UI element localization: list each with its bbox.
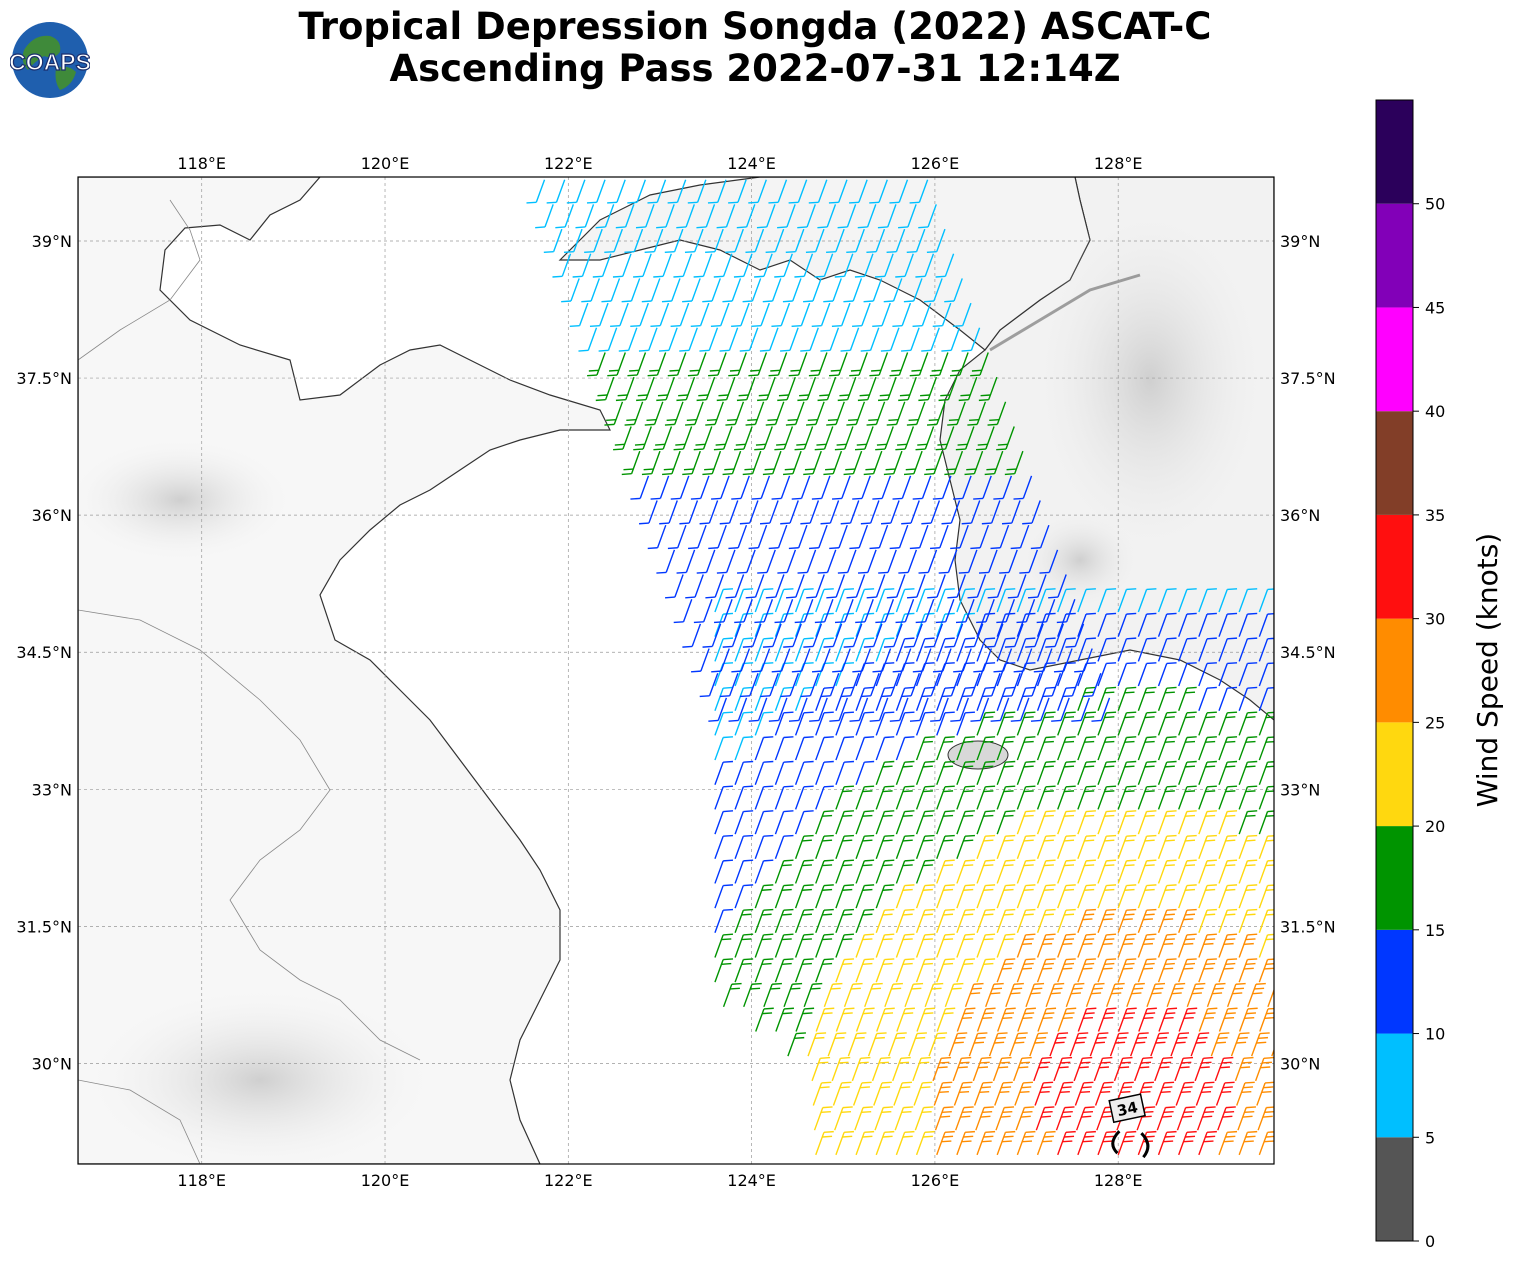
axis-tick-labels: 118°E 118°E 120°E 120°E 122°E 122°E 124°E 124°E… <box>16 154 1335 1190</box>
colorbar: 0 5 10 15 20 25 30 35 40 45 50 Wind Speed (knots) <box>1375 99 1504 1251</box>
colorbar-bin <box>1376 203 1413 308</box>
lat-tick-label-left: 31.5°N <box>16 917 72 936</box>
colorbar-bin <box>1376 411 1413 515</box>
colorbar-tick-label: 40 <box>1425 402 1445 421</box>
lat-tick-label-right: 30°N <box>1280 1054 1320 1073</box>
colorbar-tick-label: 25 <box>1425 713 1445 732</box>
wind-barbs <box>526 179 1274 1156</box>
lat-tick-label-left: 36°N <box>32 506 72 525</box>
lon-tick-label-top: 128°E <box>1094 154 1143 173</box>
colorbar-bin <box>1376 1033 1413 1138</box>
lat-tick-label-right: 34.5°N <box>1280 643 1336 662</box>
map-frame <box>77 176 1275 1165</box>
colorbar-bin <box>1376 514 1413 619</box>
lon-tick-label-bottom: 118°E <box>177 1171 226 1190</box>
land-north <box>558 177 1091 351</box>
lat-tick-label-right: 39°N <box>1280 232 1320 251</box>
lon-tick-label-bottom: 124°E <box>727 1171 776 1190</box>
colorbar-label: Wind Speed (knots) <box>1471 533 1504 807</box>
colorbar-tick-label: 5 <box>1425 1128 1435 1147</box>
storm-marker: 34 <box>1108 1093 1150 1159</box>
chart-title: Tropical Depression Songda (2022) ASCAT-… <box>140 6 1370 90</box>
colorbar-tick-label: 45 <box>1425 298 1445 317</box>
title-line-2: Ascending Pass 2022-07-31 12:14Z <box>389 47 1121 90</box>
lon-tick-label-bottom: 128°E <box>1094 1171 1143 1190</box>
colorbar-bin <box>1376 826 1413 930</box>
lat-tick-label-left: 34.5°N <box>16 643 72 662</box>
lat-tick-label-right: 36°N <box>1280 506 1320 525</box>
lat-tick-label-left: 39°N <box>32 232 72 251</box>
colorbar-tick-label: 50 <box>1425 195 1445 214</box>
colorbar-tick-label: 20 <box>1425 817 1445 836</box>
lon-tick-label-bottom: 120°E <box>361 1171 410 1190</box>
storm-label: 34 <box>1115 1098 1139 1120</box>
colorbar-tick-label: 0 <box>1425 1232 1435 1251</box>
title-line-1: Tropical Depression Songda (2022) ASCAT-… <box>298 5 1212 48</box>
lon-tick-label-top: 120°E <box>361 154 410 173</box>
svg-text:COAPS: COAPS <box>10 49 90 75</box>
lat-tick-label-right: 37.5°N <box>1280 369 1336 388</box>
colorbar-bin <box>1376 618 1413 723</box>
land-china <box>78 177 611 1164</box>
lon-tick-label-bottom: 122°E <box>544 1171 593 1190</box>
colorbar-bin <box>1376 307 1413 412</box>
colorbar-tick-label: 35 <box>1425 506 1445 525</box>
lat-tick-label-right: 33°N <box>1280 780 1320 799</box>
lon-tick-label-top: 118°E <box>177 154 226 173</box>
lon-tick-label-top: 122°E <box>544 154 593 173</box>
lat-tick-label-left: 37.5°N <box>16 369 72 388</box>
lon-tick-label-top: 124°E <box>727 154 776 173</box>
lat-tick-label-left: 33°N <box>32 780 72 799</box>
colorbar-bin <box>1376 722 1413 827</box>
gridlines <box>78 177 1274 1164</box>
colorbar-bin <box>1376 1137 1413 1241</box>
lon-tick-label-top: 126°E <box>911 154 960 173</box>
storm-label-flag: 34 <box>1108 1093 1146 1124</box>
lat-tick-label-right: 31.5°N <box>1280 917 1336 936</box>
colorbar-tick-label: 15 <box>1425 921 1445 940</box>
lat-tick-label-left: 30°N <box>32 1054 72 1073</box>
coaps-logo: COAPS <box>10 22 90 98</box>
colorbar-tick-label: 30 <box>1425 610 1445 629</box>
lon-tick-label-bottom: 126°E <box>911 1171 960 1190</box>
colorbar-bin <box>1376 100 1413 204</box>
colorbar-bin <box>1376 929 1413 1034</box>
colorbar-tick-label: 10 <box>1425 1025 1445 1044</box>
